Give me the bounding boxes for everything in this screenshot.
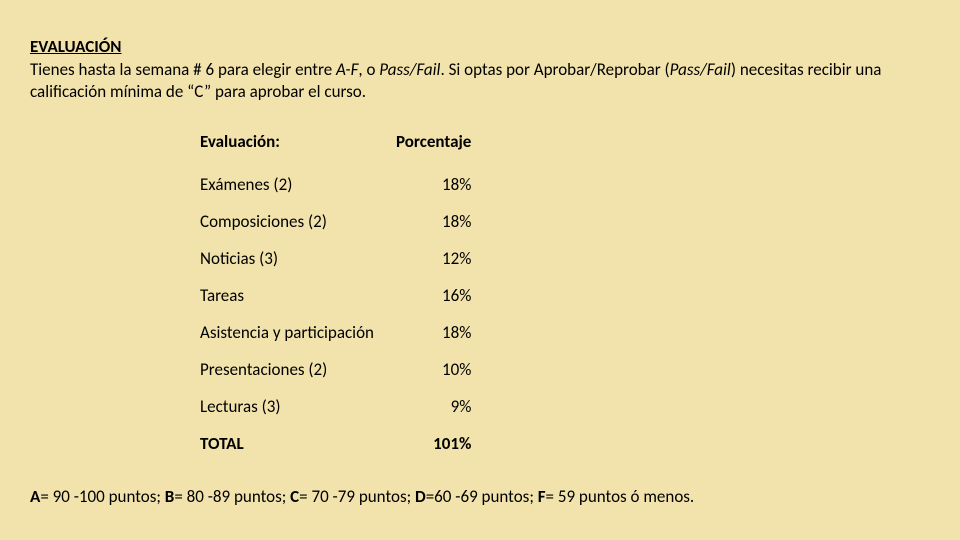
eval-label: Exámenes (2) bbox=[200, 166, 396, 203]
eval-label: Lecturas (3) bbox=[200, 388, 396, 425]
eval-label: Composiciones (2) bbox=[200, 203, 396, 240]
intro-option-passfail: Pass/Fail bbox=[379, 59, 440, 80]
grade-b-label: B bbox=[165, 486, 175, 507]
eval-pct: 9% bbox=[396, 388, 471, 425]
grade-c-text: = 70 -79 puntos; bbox=[299, 486, 415, 507]
table-header-row: Evaluación: Porcentaje bbox=[200, 127, 471, 166]
table-row: Exámenes (2) 18% bbox=[200, 166, 471, 203]
grade-c-label: C bbox=[290, 486, 299, 507]
eval-pct: 12% bbox=[396, 240, 471, 277]
eval-pct: 10% bbox=[396, 351, 471, 388]
col-header-pct: Porcentaje bbox=[396, 127, 471, 166]
eval-label: Asistencia y participación bbox=[200, 314, 396, 351]
total-label: TOTAL bbox=[200, 425, 396, 462]
col-header-eval: Evaluación: bbox=[200, 127, 396, 166]
eval-label: Tareas bbox=[200, 277, 396, 314]
grade-b-text: = 80 -89 puntos; bbox=[174, 486, 290, 507]
table-row: Noticias (3) 12% bbox=[200, 240, 471, 277]
eval-pct: 18% bbox=[396, 166, 471, 203]
intro-passfail-paren: Pass/Fail bbox=[670, 59, 731, 80]
table-row: Lecturas (3) 9% bbox=[200, 388, 471, 425]
grade-d-label: D bbox=[415, 486, 426, 507]
grade-f-label: F bbox=[538, 486, 546, 507]
intro-paragraph: Tienes hasta la semana # 6 para elegir e… bbox=[30, 59, 920, 103]
evaluation-table: Evaluación: Porcentaje Exámenes (2) 18% … bbox=[200, 127, 471, 462]
grade-f-text: = 59 puntos ó menos. bbox=[546, 486, 695, 507]
section-heading: EVALUACIÓN bbox=[30, 36, 930, 57]
eval-pct: 18% bbox=[396, 314, 471, 351]
table-row: Composiciones (2) 18% bbox=[200, 203, 471, 240]
intro-sep: , o bbox=[358, 59, 379, 80]
table-row: Asistencia y participación 18% bbox=[200, 314, 471, 351]
eval-pct: 16% bbox=[396, 277, 471, 314]
eval-pct: 18% bbox=[396, 203, 471, 240]
total-pct: 101% bbox=[396, 425, 471, 462]
intro-text: Tienes hasta la semana # 6 para elegir e… bbox=[30, 59, 336, 80]
document-page: EVALUACIÓN Tienes hasta la semana # 6 pa… bbox=[0, 0, 960, 540]
grade-d-text: =60 -69 puntos; bbox=[426, 486, 538, 507]
grade-a-label: A bbox=[30, 486, 40, 507]
intro-after-options: . Si optas por Aprobar/Reprobar ( bbox=[440, 59, 669, 80]
table-row: Tareas 16% bbox=[200, 277, 471, 314]
eval-label: Noticias (3) bbox=[200, 240, 396, 277]
grade-a-text: = 90 -100 puntos; bbox=[40, 486, 164, 507]
eval-label: Presentaciones (2) bbox=[200, 351, 396, 388]
table-row: Presentaciones (2) 10% bbox=[200, 351, 471, 388]
intro-option-af: A-F bbox=[336, 59, 358, 80]
grading-scale: A= 90 -100 puntos; B= 80 -89 puntos; C= … bbox=[30, 486, 930, 508]
table-total-row: TOTAL 101% bbox=[200, 425, 471, 462]
